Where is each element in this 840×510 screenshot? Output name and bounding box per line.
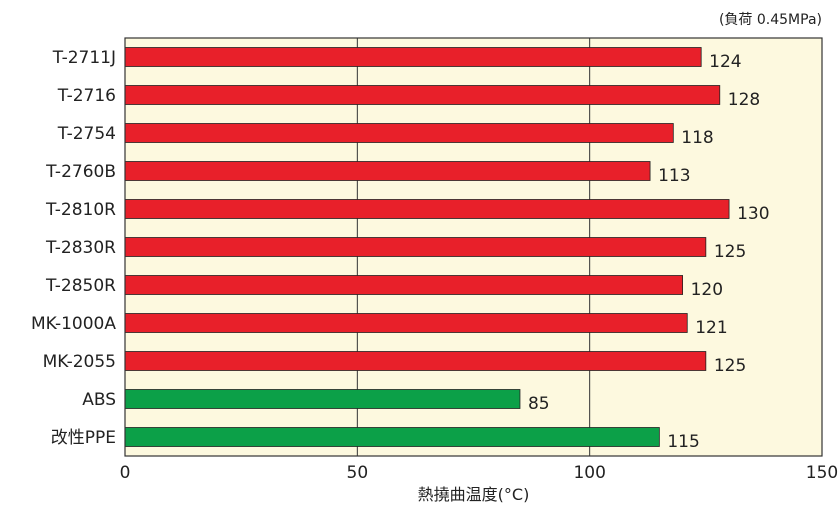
x-tick-labels: 0 50 100 150	[120, 463, 839, 483]
bar	[124, 161, 651, 181]
plot-frame	[124, 37, 823, 457]
category-label: T-2760B	[45, 162, 116, 182]
bar	[124, 47, 702, 67]
bar	[124, 389, 521, 409]
x-tick-label: 50	[347, 463, 369, 483]
bars	[124, 47, 730, 447]
x-tick-label: 0	[120, 463, 131, 483]
x-tick-label: 100	[573, 463, 605, 483]
bar	[124, 199, 730, 219]
category-label: MK-1000A	[31, 314, 116, 334]
value-labels: 124 128 118 113 130 125 120 121 125 85 115	[528, 52, 770, 452]
value-label: 125	[714, 242, 746, 262]
value-label: 120	[691, 280, 723, 300]
value-label: 128	[728, 90, 760, 110]
value-label: 125	[714, 356, 746, 376]
category-label: T-2830R	[45, 238, 116, 258]
category-label: T-2810R	[45, 200, 116, 220]
x-axis-label: 熱撓曲温度(°C)	[418, 485, 530, 504]
bar	[124, 351, 707, 371]
bar	[124, 427, 660, 447]
bar	[124, 313, 688, 333]
bar	[124, 237, 707, 257]
category-label: ABS	[82, 390, 116, 410]
category-label: T-2716	[57, 86, 116, 106]
x-tick-label: 150	[806, 463, 838, 483]
value-label: 113	[658, 166, 690, 186]
category-label: MK-2055	[43, 352, 116, 372]
category-label: T-2754	[57, 124, 116, 144]
category-labels: T-2711J T-2716 T-2754 T-2760B T-2810R T-2830R…	[31, 48, 116, 448]
value-label: 121	[695, 318, 727, 338]
category-label: T-2850R	[45, 276, 116, 296]
category-label: T-2711J	[52, 48, 116, 68]
value-label: 115	[667, 432, 699, 452]
category-label: 改性PPE	[51, 428, 116, 448]
bar	[124, 85, 721, 105]
load-note: (負荷 0.45MPa)	[719, 12, 822, 28]
value-label: 124	[709, 52, 741, 72]
value-label: 130	[737, 204, 769, 224]
value-label: 85	[528, 394, 550, 414]
bar	[124, 123, 674, 143]
value-label: 118	[681, 128, 713, 148]
bar	[124, 275, 683, 295]
